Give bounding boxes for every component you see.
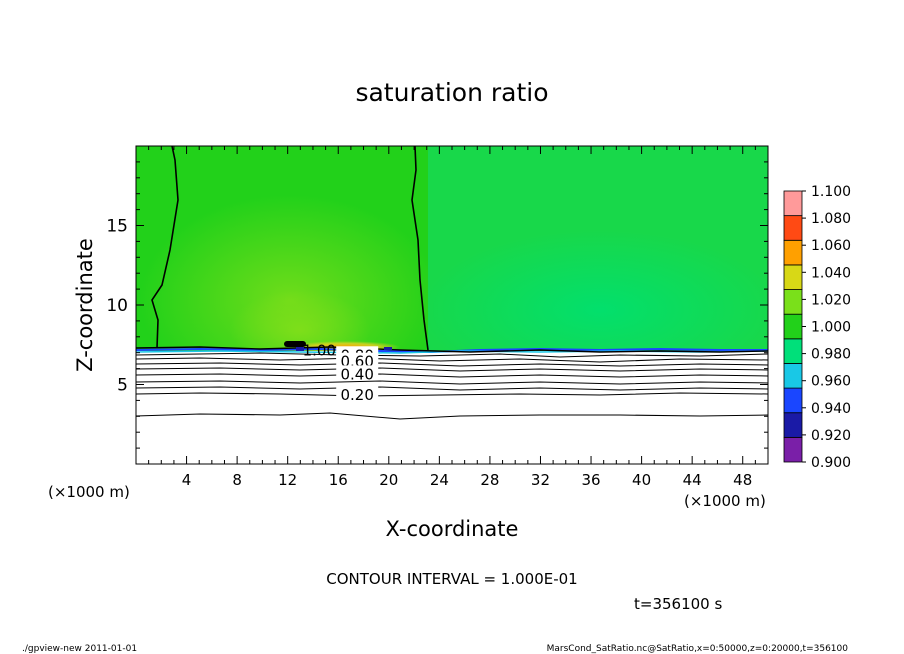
contour-0.30	[136, 386, 768, 391]
chart-title: saturation ratio	[355, 78, 548, 107]
contour-lines	[136, 146, 768, 420]
contour-0.50	[136, 373, 768, 378]
contour-1.00-right	[411, 146, 429, 351]
contour-label-bg	[336, 365, 379, 381]
colorbar-label: 1.100	[811, 184, 851, 200]
colorbar-label: 1.000	[811, 320, 851, 336]
colorbar-swatch	[783, 363, 803, 389]
y-tick-label: 10	[106, 296, 128, 316]
cold-spot-marker	[384, 347, 392, 350]
x-tick-label: 12	[278, 471, 297, 489]
contour-0.70	[136, 362, 768, 367]
colorbar-label: 0.960	[811, 374, 851, 390]
colorbar-label: 0.900	[811, 455, 851, 471]
contour-label-bg	[336, 352, 379, 368]
colorbar-swatch	[783, 387, 803, 414]
contour-0.80	[136, 357, 768, 363]
contour-1.00-base	[136, 346, 768, 353]
colorbar-swatch	[783, 215, 803, 241]
colorbar-label: 0.940	[811, 401, 851, 417]
colorbar-swatch	[783, 313, 803, 340]
colorbar-label: 1.020	[811, 292, 851, 308]
contour-label: 0.20	[340, 386, 373, 404]
colorbar-swatch	[783, 239, 803, 266]
contour-label: 1.00	[303, 342, 336, 360]
x-tick-label: 32	[531, 471, 550, 489]
contour-interval: CONTOUR INTERVAL = 1.000E-01	[326, 570, 577, 588]
contour-0.10	[136, 412, 768, 420]
contour-0.90	[136, 352, 768, 358]
colorbar-swatch	[783, 412, 803, 438]
colorbar-swatch	[783, 264, 803, 290]
y-axis-label: Z-coordinate	[73, 238, 97, 372]
contour-0.40	[136, 380, 768, 385]
x-tick-label: 8	[232, 471, 242, 489]
x-axis-unit-right: (×1000 m)	[684, 492, 766, 510]
colorbar-label: 0.920	[811, 428, 851, 444]
y-axis: 5 10 15	[106, 161, 768, 449]
x-tick-label: 20	[379, 471, 398, 489]
y-tick-label: 15	[106, 217, 128, 237]
x-axis-label: X-coordinate	[386, 517, 519, 541]
plot-area: 1.000.800.600.400.20	[136, 146, 768, 464]
footer-left: ./gpview-new 2011-01-01	[22, 644, 137, 654]
colorbar-swatch	[783, 436, 803, 463]
x-tick-label: 4	[182, 471, 192, 489]
hot-spot-marker	[284, 341, 306, 347]
contour-0.20	[136, 392, 768, 397]
contour-0.60	[136, 367, 768, 372]
colorbar-label: 1.080	[811, 211, 851, 227]
x-tick-label: 44	[683, 471, 702, 489]
x-axis: 4 8 12 16 20 24 28 32 36 40 44 48	[148, 146, 756, 489]
contour-1.00-left	[151, 146, 179, 349]
x-axis-unit: (×1000 m)	[48, 483, 130, 501]
time-label: t=356100 s	[634, 595, 722, 613]
contour-labels: 1.000.800.600.400.20	[303, 342, 379, 404]
colorbar-label: 1.040	[811, 265, 851, 281]
x-tick-label: 40	[632, 471, 651, 489]
contour-label-bg	[336, 386, 379, 402]
footer-right: MarsCond_SatRatio.nc@SatRatio,x=0:50000,…	[547, 644, 849, 654]
colorbar-swatch	[783, 190, 803, 217]
x-tick-label: 36	[581, 471, 600, 489]
colorbar-label: 1.060	[811, 238, 851, 254]
y-tick-label: 5	[117, 376, 128, 396]
x-tick-label: 28	[480, 471, 499, 489]
contour-label: 0.40	[340, 365, 373, 383]
x-tick-label: 48	[733, 471, 752, 489]
hot-spot-marker-blue	[296, 347, 304, 351]
x-tick-label: 24	[430, 471, 449, 489]
x-tick-label: 16	[329, 471, 348, 489]
colorbar-label: 0.980	[811, 347, 851, 363]
colorbar-swatch	[783, 289, 803, 315]
colorbar-swatch	[783, 338, 803, 364]
colorbar: 0.900 0.920 0.940 0.960 0.980 1.000 1.020 1.040…	[783, 184, 851, 471]
